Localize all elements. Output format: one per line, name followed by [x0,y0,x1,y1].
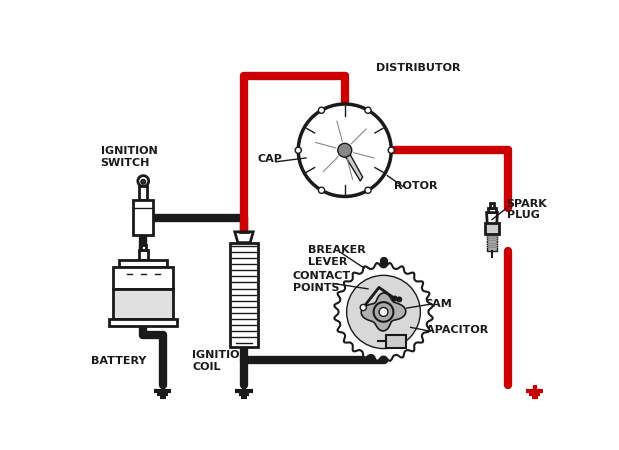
Circle shape [298,104,391,197]
Bar [113,266,173,288]
Polygon shape [334,263,433,361]
Bar [230,243,258,346]
Circle shape [365,107,371,113]
Bar [485,223,499,234]
Text: CAP: CAP [258,154,283,164]
Text: IGNITION
SWITCH: IGNITION SWITCH [101,146,157,168]
Bar [133,200,154,235]
Text: CAPACITOR: CAPACITOR [418,325,488,335]
Bar [141,245,145,250]
Circle shape [388,147,394,153]
Text: ROTOR: ROTOR [394,181,437,191]
Bar [386,335,406,348]
Circle shape [295,147,301,153]
Polygon shape [235,232,253,243]
Circle shape [141,180,145,184]
Circle shape [318,107,324,113]
Bar [113,288,173,319]
Circle shape [318,187,324,194]
Text: IGNITION
COIL: IGNITION COIL [192,351,249,372]
Bar [139,186,147,200]
Polygon shape [487,212,498,240]
Bar [139,250,148,261]
Text: DISTRIBUTOR: DISTRIBUTOR [376,63,461,73]
Bar [119,261,167,266]
Polygon shape [343,148,363,181]
Circle shape [397,297,402,302]
Circle shape [347,275,420,349]
Text: BATTERY: BATTERY [92,356,147,366]
Polygon shape [361,293,406,331]
Circle shape [338,143,352,157]
Text: BREAKER
LEVER: BREAKER LEVER [308,245,365,266]
Text: SPARK
PLUG: SPARK PLUG [507,199,547,220]
Circle shape [392,296,397,301]
Circle shape [365,187,371,194]
Circle shape [138,176,149,186]
Circle shape [374,302,394,322]
Circle shape [360,304,366,310]
Bar [488,208,496,212]
Bar [109,319,178,326]
Bar [490,203,495,208]
Text: CAM: CAM [425,299,452,309]
Bar [487,234,496,251]
Circle shape [379,307,388,316]
Text: CONTACT
POINTS: CONTACT POINTS [293,271,351,293]
